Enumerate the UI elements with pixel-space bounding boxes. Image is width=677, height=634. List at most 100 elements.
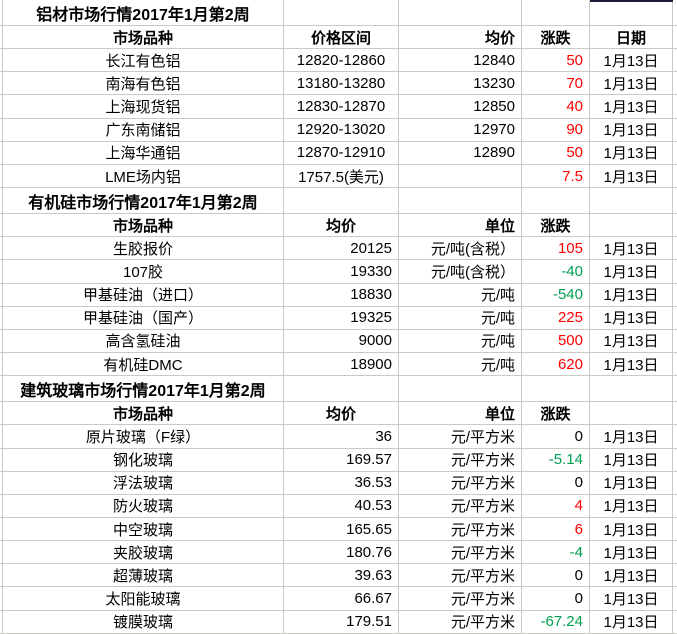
cell-product[interactable]: 上海现货铝 xyxy=(3,95,284,119)
cell-unit[interactable]: 元/吨 xyxy=(399,283,522,307)
cell-change[interactable]: 40 xyxy=(522,95,590,119)
cell-avg-price[interactable]: 165.65 xyxy=(284,517,399,542)
cell-product[interactable]: 长江有色铝 xyxy=(3,49,284,73)
cell-change[interactable]: -67.24 xyxy=(522,610,590,634)
cell-product[interactable]: 有机硅DMC xyxy=(3,353,284,377)
cell-unit[interactable]: 元/平方米 xyxy=(399,471,522,495)
cell-product[interactable]: 107胶 xyxy=(3,260,284,284)
cell-date[interactable]: 1月13日 xyxy=(590,141,673,165)
cell-change[interactable]: 90 xyxy=(522,118,590,142)
empty-cell[interactable] xyxy=(284,0,399,26)
cell-avg-price[interactable]: 36 xyxy=(284,425,399,449)
cell-date[interactable]: 1月13日 xyxy=(590,237,673,261)
empty-cell[interactable] xyxy=(590,188,673,215)
cell-change[interactable]: 500 xyxy=(522,329,590,354)
cell-date[interactable]: 1月13日 xyxy=(590,564,673,588)
cell-unit[interactable]: 元/吨 xyxy=(399,353,522,377)
cell-product[interactable]: 上海华通铝 xyxy=(3,141,284,165)
cell-avg-price[interactable]: 13230 xyxy=(399,72,522,96)
section-title-2[interactable]: 有机硅市场行情2017年1月第2周 xyxy=(3,188,284,215)
cell-date[interactable]: 1月13日 xyxy=(590,587,673,611)
col-header-date[interactable] xyxy=(590,402,673,426)
cell-unit[interactable]: 元/平方米 xyxy=(399,517,522,542)
cell-change[interactable]: -5.14 xyxy=(522,448,590,472)
cell-change[interactable]: -540 xyxy=(522,283,590,307)
empty-cell[interactable] xyxy=(399,0,522,26)
col-header-avg-price[interactable]: 均价 xyxy=(284,214,399,238)
cell-product[interactable]: 防火玻璃 xyxy=(3,494,284,518)
col-header-change[interactable]: 涨跌 xyxy=(522,402,590,426)
cell-date[interactable]: 1月13日 xyxy=(590,49,673,73)
cell-date[interactable]: 1月13日 xyxy=(590,541,673,565)
cell-avg-price[interactable]: 169.57 xyxy=(284,448,399,472)
col-header-avg-price[interactable]: 均价 xyxy=(284,402,399,426)
cell-product[interactable]: 原片玻璃（F绿） xyxy=(3,425,284,449)
cell-product[interactable]: 夹胶玻璃 xyxy=(3,541,284,565)
cell-avg-price[interactable]: 40.53 xyxy=(284,494,399,518)
cell-product[interactable]: 钢化玻璃 xyxy=(3,448,284,472)
cell-date[interactable]: 1月13日 xyxy=(590,471,673,495)
cell-product[interactable]: 甲基硅油（进口） xyxy=(3,283,284,307)
cell-change[interactable]: 50 xyxy=(522,49,590,73)
col-header-product[interactable]: 市场品种 xyxy=(3,402,284,426)
cell-date[interactable]: 1月13日 xyxy=(590,95,673,119)
cell-product[interactable]: 高含氢硅油 xyxy=(3,329,284,354)
cell-change[interactable]: -40 xyxy=(522,260,590,284)
cell-date[interactable]: 1月13日 xyxy=(590,425,673,449)
cell-unit[interactable]: 元/平方米 xyxy=(399,587,522,611)
cell-change[interactable]: 4 xyxy=(522,494,590,518)
cell-unit[interactable]: 元/吨(含税） xyxy=(399,260,522,284)
col-header-change[interactable]: 涨跌 xyxy=(522,26,590,50)
cell-change[interactable]: 70 xyxy=(522,72,590,96)
cell-date[interactable]: 1月13日 xyxy=(590,329,673,354)
cell-avg-price[interactable]: 20125 xyxy=(284,237,399,261)
cell-price-range[interactable]: 12870-12910 xyxy=(284,141,399,165)
cell-date[interactable]: 1月13日 xyxy=(590,517,673,542)
cell-product[interactable]: 中空玻璃 xyxy=(3,517,284,542)
cell-product[interactable]: 甲基硅油（国产） xyxy=(3,306,284,330)
cell-unit[interactable]: 元/吨 xyxy=(399,329,522,354)
cell-price-range[interactable]: 13180-13280 xyxy=(284,72,399,96)
cell-date[interactable]: 1月13日 xyxy=(590,494,673,518)
col-header-date[interactable]: 日期 xyxy=(590,26,673,50)
cell-product[interactable]: 镀膜玻璃 xyxy=(3,610,284,634)
cell-avg-price[interactable]: 39.63 xyxy=(284,564,399,588)
cell-date[interactable]: 1月13日 xyxy=(590,118,673,142)
cell-change[interactable]: -4 xyxy=(522,541,590,565)
cell-price-range[interactable]: 12820-12860 xyxy=(284,49,399,73)
cell-avg-price[interactable]: 12970 xyxy=(399,118,522,142)
col-header-price-range[interactable]: 价格区间 xyxy=(284,26,399,50)
cell-avg-price[interactable]: 19330 xyxy=(284,260,399,284)
cell-avg-price[interactable]: 12850 xyxy=(399,95,522,119)
empty-cell[interactable] xyxy=(522,188,590,215)
cell-product[interactable]: 生胶报价 xyxy=(3,237,284,261)
cell-unit[interactable]: 元/平方米 xyxy=(399,541,522,565)
cell-product[interactable]: 广东南储铝 xyxy=(3,118,284,142)
cell-product[interactable]: 南海有色铝 xyxy=(3,72,284,96)
col-header-date[interactable] xyxy=(590,214,673,238)
cell-avg-price[interactable]: 9000 xyxy=(284,329,399,354)
empty-cell[interactable] xyxy=(284,376,399,403)
cell-date[interactable]: 1月13日 xyxy=(590,72,673,96)
empty-cell[interactable] xyxy=(590,376,673,403)
cell-change[interactable]: 0 xyxy=(522,471,590,495)
cell-avg-price[interactable] xyxy=(399,164,522,189)
cell-change[interactable]: 7.5 xyxy=(522,164,590,189)
col-header-unit[interactable]: 单位 xyxy=(399,214,522,238)
cell-avg-price[interactable]: 12890 xyxy=(399,141,522,165)
cell-avg-price[interactable]: 19325 xyxy=(284,306,399,330)
cell-product[interactable]: 浮法玻璃 xyxy=(3,471,284,495)
cell-date[interactable]: 1月13日 xyxy=(590,353,673,377)
cell-change[interactable]: 620 xyxy=(522,353,590,377)
cell-price-range[interactable]: 12920-13020 xyxy=(284,118,399,142)
cell-price-range[interactable]: 12830-12870 xyxy=(284,95,399,119)
cell-date[interactable]: 1月13日 xyxy=(590,283,673,307)
cell-unit[interactable]: 元/平方米 xyxy=(399,610,522,634)
empty-cell[interactable] xyxy=(399,188,522,215)
cell-unit[interactable]: 元/平方米 xyxy=(399,564,522,588)
section-title-3[interactable]: 建筑玻璃市场行情2017年1月第2周 xyxy=(3,376,284,403)
col-header-change[interactable]: 涨跌 xyxy=(522,214,590,238)
empty-cell[interactable] xyxy=(522,0,590,26)
cell-unit[interactable]: 元/吨(含税） xyxy=(399,237,522,261)
cell-product[interactable]: LME场内铝 xyxy=(3,164,284,189)
